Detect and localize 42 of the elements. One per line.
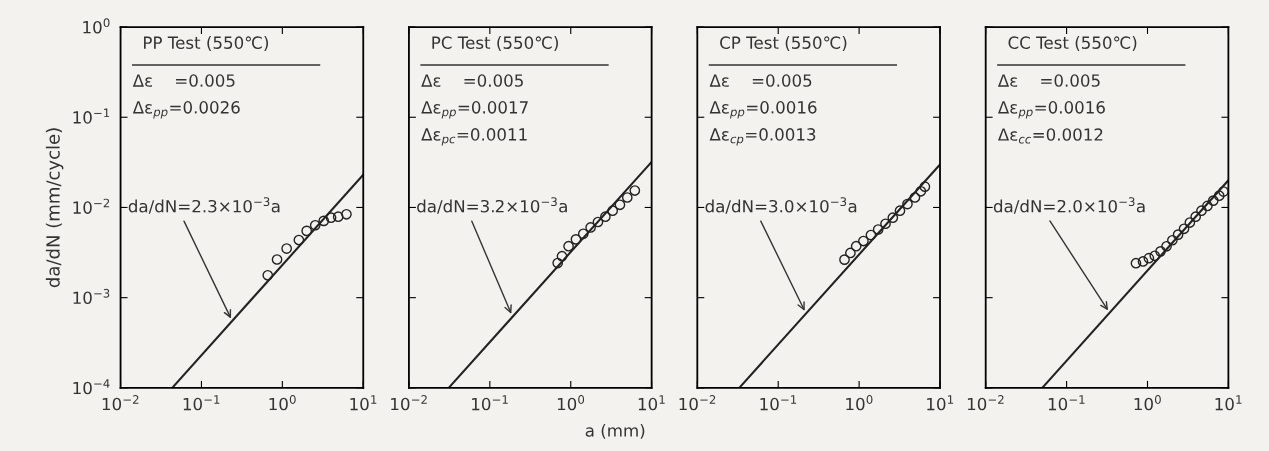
x-tick-label: 10$^{−1}$ <box>1048 395 1085 411</box>
x-tick-label: 10$^{−2}$ <box>967 395 1004 411</box>
x-tick-label: 10$^{0}$ <box>846 395 873 411</box>
annotation: Δε =0.005 <box>421 74 523 87</box>
annotation: Δε =0.005 <box>132 74 235 87</box>
x-tick-label: 10$^{−2}$ <box>679 395 716 411</box>
chart-title: CC Test (550℃) <box>1008 36 1137 51</box>
y-tick-label: 10$^{−3}$ <box>73 288 110 305</box>
x-tick-label: 10$^{1}$ <box>350 395 377 411</box>
annotation: da/dN=3.2×10$^{−3}$a <box>417 197 567 214</box>
x-tick-label: 10$^{0}$ <box>269 395 296 411</box>
x-tick-label: 10$^{0}$ <box>557 395 585 411</box>
x-tick-label: 10$^{−2}$ <box>102 395 139 411</box>
annotation: Δε$_{pp}$=0.0016 <box>997 101 1105 119</box>
x-tick-label: 10$^{−2}$ <box>391 395 427 411</box>
x-axis-title: a (mm) <box>585 423 645 439</box>
x-tick-label: 10$^{0}$ <box>1134 395 1161 411</box>
annotation: Δε$_{pp}$=0.0017 <box>421 101 528 119</box>
x-tick-label: 10$^{1}$ <box>1215 395 1242 411</box>
y-axis-title: da/dN (mm/cycle) <box>45 128 64 288</box>
y-tick-label: 10$^{0}$ <box>83 18 110 34</box>
y-tick-label: 10$^{−2}$ <box>73 198 110 214</box>
x-tick-label: 10$^{1}$ <box>638 395 665 411</box>
annotation: da/dN=3.0×10$^{−3}$a <box>705 197 857 214</box>
x-tick-label: 10$^{−1}$ <box>760 395 797 411</box>
annotation: Δε$_{cp}$=0.0013 <box>709 128 816 146</box>
x-tick-label: 10$^{1}$ <box>927 395 954 411</box>
chart-title: CP Test (550℃) <box>720 36 847 51</box>
annotation: da/dN=2.0×10$^{−3}$a <box>993 197 1145 214</box>
annotation: Δε$_{pp}$=0.0016 <box>709 101 817 119</box>
y-tick-label: 10$^{−4}$ <box>73 379 110 395</box>
x-tick-label: 10$^{−1}$ <box>472 395 508 411</box>
y-tick-label: 10$^{−1}$ <box>73 108 110 124</box>
annotation: da/dN=2.3×10$^{−3}$a <box>128 197 280 214</box>
annotation: Δε =0.005 <box>997 74 1100 87</box>
chart-title: PP Test (550℃) <box>144 36 269 51</box>
annotation: Δε$_{pp}$=0.0026 <box>132 101 240 119</box>
chart-title: PC Test (550℃) <box>432 36 558 51</box>
annotation: Δε$_{cc}$=0.0012 <box>997 128 1103 144</box>
x-tick-label: 10$^{−1}$ <box>183 395 220 411</box>
annotation: Δε$_{pc}$=0.0011 <box>421 128 527 146</box>
annotation: Δε =0.005 <box>709 74 812 87</box>
